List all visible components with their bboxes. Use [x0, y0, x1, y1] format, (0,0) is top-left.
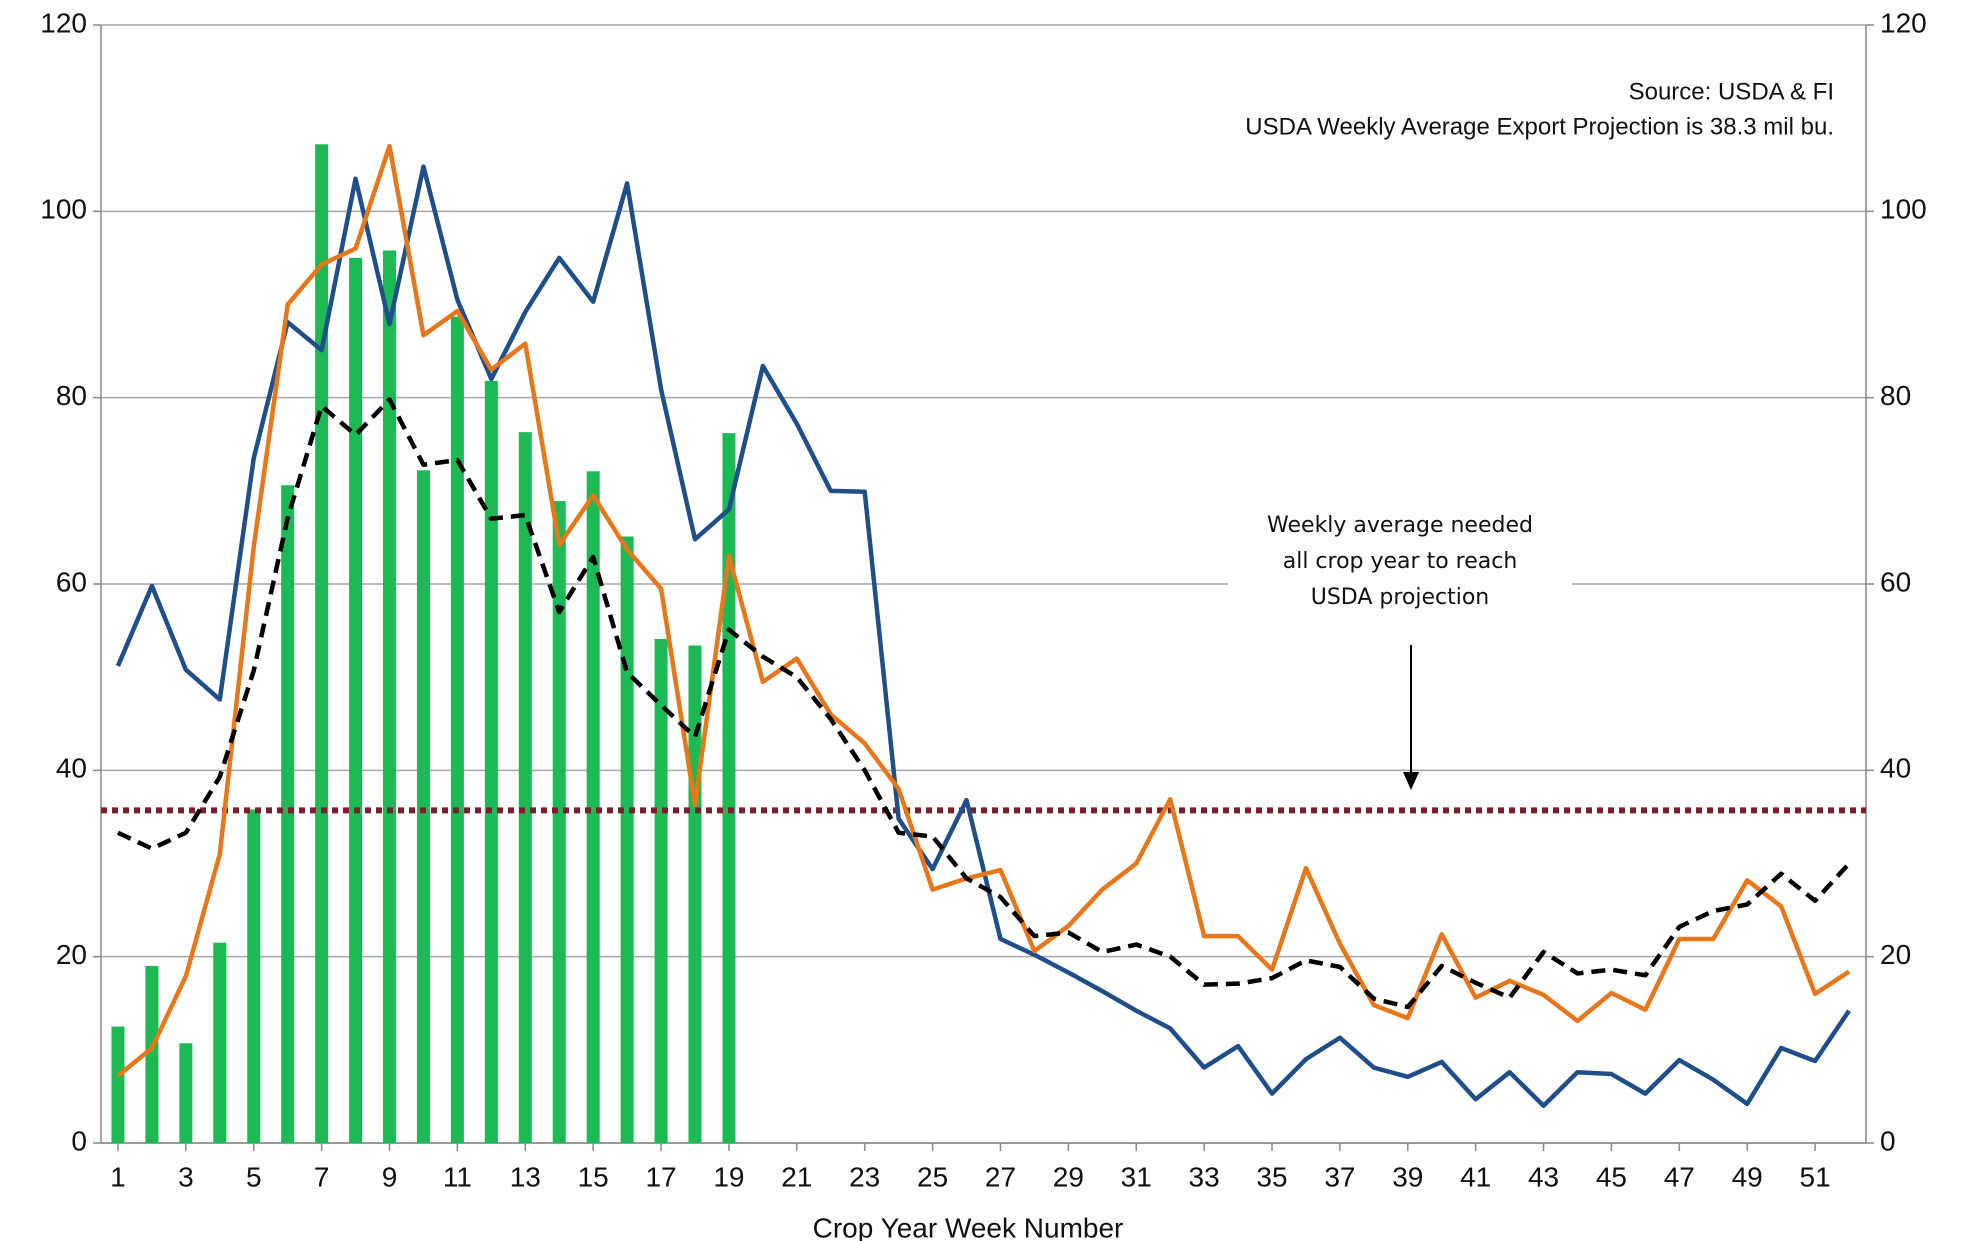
x-tick-label: 7 [314, 1161, 330, 1192]
bar [247, 809, 261, 1143]
y2-tick-label: 0 [1880, 1125, 1896, 1156]
y-tick-label: 60 [56, 566, 87, 597]
note-background [1228, 505, 1572, 623]
x-tick-label: 1 [110, 1161, 126, 1192]
x-tick-label: 29 [1053, 1161, 1084, 1192]
y-tick-label: 100 [40, 194, 87, 225]
line [116, 143, 1851, 1078]
y2-tick-label: 100 [1880, 194, 1927, 225]
x-tick-label: 35 [1256, 1161, 1287, 1192]
annotation: USDA projection [1311, 585, 1490, 610]
bar [586, 471, 600, 1144]
y2-tick-label: 20 [1880, 939, 1911, 970]
bar [552, 501, 566, 1143]
bar [484, 380, 498, 1143]
x-tick-label: 25 [917, 1161, 948, 1192]
bar [383, 250, 397, 1144]
x-tick-label: 23 [849, 1161, 880, 1192]
bar [722, 433, 736, 1143]
y-tick-label: 120 [40, 7, 87, 38]
x-tick-label: 31 [1121, 1161, 1152, 1192]
y-tick-label: 0 [71, 1125, 87, 1156]
bar [349, 257, 363, 1144]
bar [315, 144, 329, 1144]
x-tick-label: 15 [578, 1161, 609, 1192]
bar [518, 432, 532, 1144]
annotation: all crop year to reach [1283, 549, 1518, 574]
x-tick-label: 19 [713, 1161, 744, 1192]
y-tick-label: 80 [56, 380, 87, 411]
annotation: Weekly average needed [1267, 513, 1533, 538]
source-text: Source: USDA & FI [1629, 78, 1834, 105]
x-tick-label: 5 [246, 1161, 262, 1192]
x-tick-label: 9 [382, 1161, 398, 1192]
x-tick-label: 45 [1596, 1161, 1627, 1192]
y2-tick-label: 80 [1880, 380, 1911, 411]
bar [620, 536, 634, 1143]
bar [179, 1043, 193, 1143]
y-tick-label: 20 [56, 939, 87, 970]
x-tick-label: 33 [1189, 1161, 1220, 1192]
bar [213, 942, 227, 1143]
x-tick-label: 37 [1324, 1161, 1355, 1192]
x-axis-label: Crop Year Week Number [813, 1212, 1124, 1241]
bar [111, 1026, 125, 1143]
bar [654, 638, 668, 1143]
x-tick-label: 13 [510, 1161, 541, 1192]
bar [688, 645, 702, 1143]
source-text: USDA Weekly Average Export Projection is… [1245, 113, 1834, 140]
y2-tick-label: 120 [1880, 7, 1927, 38]
x-tick-label: 3 [178, 1161, 194, 1192]
bar [281, 485, 295, 1143]
y2-tick-label: 40 [1880, 753, 1911, 784]
y-tick-label: 40 [56, 753, 87, 784]
x-tick-label: 39 [1392, 1161, 1423, 1192]
x-tick-label: 21 [781, 1161, 812, 1192]
x-tick-label: 43 [1528, 1161, 1559, 1192]
x-tick-label: 41 [1460, 1161, 1491, 1192]
line [115, 164, 1851, 1108]
x-tick-label: 27 [985, 1161, 1016, 1192]
x-tick-label: 17 [645, 1161, 676, 1192]
line [117, 397, 1851, 1010]
x-tick-label: 11 [443, 1161, 472, 1192]
x-tick-label: 51 [1800, 1161, 1831, 1192]
bar [145, 965, 159, 1143]
x-tick-label: 49 [1732, 1161, 1763, 1192]
bar [416, 470, 430, 1143]
x-tick-label: 47 [1664, 1161, 1695, 1192]
bar [450, 316, 464, 1143]
arrow-head [1403, 772, 1419, 790]
y2-tick-label: 60 [1880, 566, 1911, 597]
